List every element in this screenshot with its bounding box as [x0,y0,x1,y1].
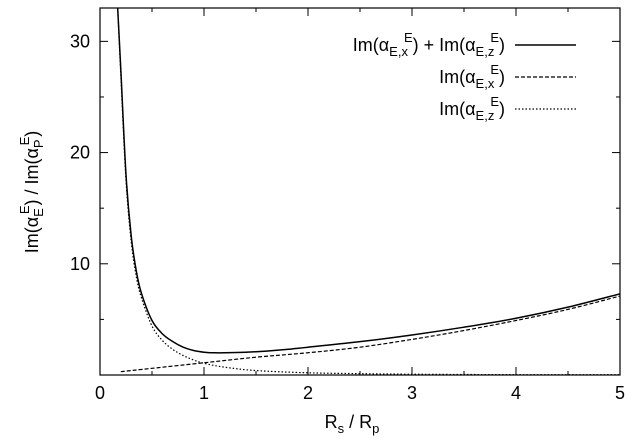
legend-label-z: Im(αE,zE) [439,94,505,123]
legend: Im(αE,xE) + Im(αE,zE) Im(αE,xE) Im(αE,zE… [353,30,576,123]
plot-frame [99,7,621,376]
x-axis-label: Rs / Rp [325,412,380,436]
series-line-2 [117,8,620,375]
legend-entry-x: Im(αE,xE) [439,62,576,91]
series-line-0 [116,8,620,354]
x-tick-label: 0 [95,383,105,403]
x-tick-label: 5 [615,383,625,403]
x-tick-label: 4 [511,383,521,403]
y-tick-label: 10 [70,254,90,274]
x-tick-label: 3 [407,383,417,403]
x-tick-label: 1 [199,383,209,403]
legend-label-total: Im(αE,xE) + Im(αE,zE) [353,30,505,59]
series-line-1 [120,295,620,373]
legend-entry-z: Im(αE,zE) [439,94,576,123]
y-tick-label: 20 [70,143,90,163]
x-tick-label: 2 [303,383,313,403]
axis-ticks: 0 1 2 3 4 5 10 20 30 [70,8,625,403]
series-layer [116,8,620,375]
y-tick-label: 30 [70,31,90,51]
legend-label-x: Im(αE,xE) [439,62,505,91]
legend-entry-total: Im(αE,xE) + Im(αE,zE) [353,30,576,59]
y-axis-label: Im(αEE) / Im(αPE) [17,131,46,254]
